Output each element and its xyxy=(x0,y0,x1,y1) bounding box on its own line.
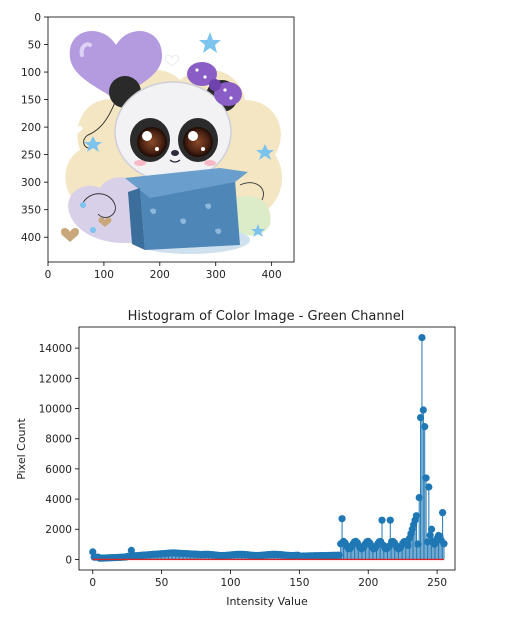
chart-y-tick-label: 0 xyxy=(65,554,72,566)
stem-marker xyxy=(426,531,434,539)
chart-y-tick-label: 6000 xyxy=(45,464,72,476)
chart-x-tick-label: 200 xyxy=(358,577,378,589)
chart-x-tick-label: 50 xyxy=(155,577,168,589)
panda-illustration xyxy=(48,17,294,262)
stem-marker xyxy=(418,333,426,342)
stem-marker xyxy=(127,546,135,554)
image-y-tick-label: 150 xyxy=(21,95,41,107)
stem-marker xyxy=(386,516,394,524)
y-axis-label: Pixel Count xyxy=(15,418,28,480)
image-y-ticks: 0 50 100 150 200 250 300 350 400 xyxy=(21,12,48,244)
chart-x-ticks: 0 50 100 150 200 250 xyxy=(89,570,447,589)
stem-series xyxy=(89,333,448,562)
chart-y-tick-label: 14000 xyxy=(39,343,72,355)
chart-axes-frame xyxy=(78,326,456,571)
image-y-tick-label: 50 xyxy=(28,40,41,52)
chart-y-ticks: 0 2000 4000 6000 8000 10000 12000 14000 xyxy=(39,343,79,566)
chart-y-tick-label: 12000 xyxy=(39,373,72,385)
stem-marker xyxy=(412,512,421,520)
chart-x-tick-label: 100 xyxy=(220,577,240,589)
chart-x-tick-label: 150 xyxy=(289,577,309,589)
stem-marker xyxy=(378,516,386,524)
image-x-tick-label: 300 xyxy=(206,269,226,281)
image-y-tick-label: 100 xyxy=(21,67,41,79)
image-y-tick-label: 200 xyxy=(21,122,41,134)
histogram-panel: Histogram of Color Image - Green Channel… xyxy=(15,309,456,608)
stem-marker xyxy=(423,538,432,546)
stem-marker xyxy=(404,541,412,549)
chart-y-tick-label: 2000 xyxy=(45,524,72,536)
chart-x-tick-label: 0 xyxy=(89,577,96,589)
chart-title: Histogram of Color Image - Green Channel xyxy=(128,309,405,324)
stem-marker xyxy=(419,406,427,414)
image-y-tick-label: 300 xyxy=(21,177,41,189)
image-y-tick-label: 250 xyxy=(21,150,41,162)
chart-y-tick-label: 8000 xyxy=(45,434,72,446)
image-x-tick-label: 200 xyxy=(150,269,170,281)
image-x-tick-label: 100 xyxy=(94,269,114,281)
stem-marker xyxy=(440,540,448,548)
chart-y-tick-label: 4000 xyxy=(45,494,72,506)
chart-x-tick-label: 250 xyxy=(427,577,447,589)
image-x-tick-label: 0 xyxy=(45,269,52,281)
image-x-ticks: 0 100 200 300 400 xyxy=(45,262,282,281)
stem-marker xyxy=(416,413,425,422)
image-y-tick-label: 0 xyxy=(34,12,41,24)
stem-marker xyxy=(421,423,429,431)
stem-marker xyxy=(415,493,423,502)
x-axis-label: Intensity Value xyxy=(226,595,308,608)
stem-marker xyxy=(427,525,436,533)
image-y-tick-label: 350 xyxy=(21,205,41,217)
stem-marker xyxy=(335,551,343,559)
image-axes-frame xyxy=(47,16,295,263)
stem-marker xyxy=(439,509,447,517)
chart-y-tick-label: 10000 xyxy=(39,404,72,416)
image-panel: 0 100 200 300 400 0 50 100 150 200 250 300 350 400 xyxy=(21,12,295,281)
image-x-tick-label: 400 xyxy=(262,269,282,281)
stem-marker xyxy=(414,540,422,548)
image-y-tick-label: 400 xyxy=(21,232,41,244)
stem-marker xyxy=(338,515,346,523)
stem-marker xyxy=(422,474,430,482)
stem-marker xyxy=(425,483,433,491)
